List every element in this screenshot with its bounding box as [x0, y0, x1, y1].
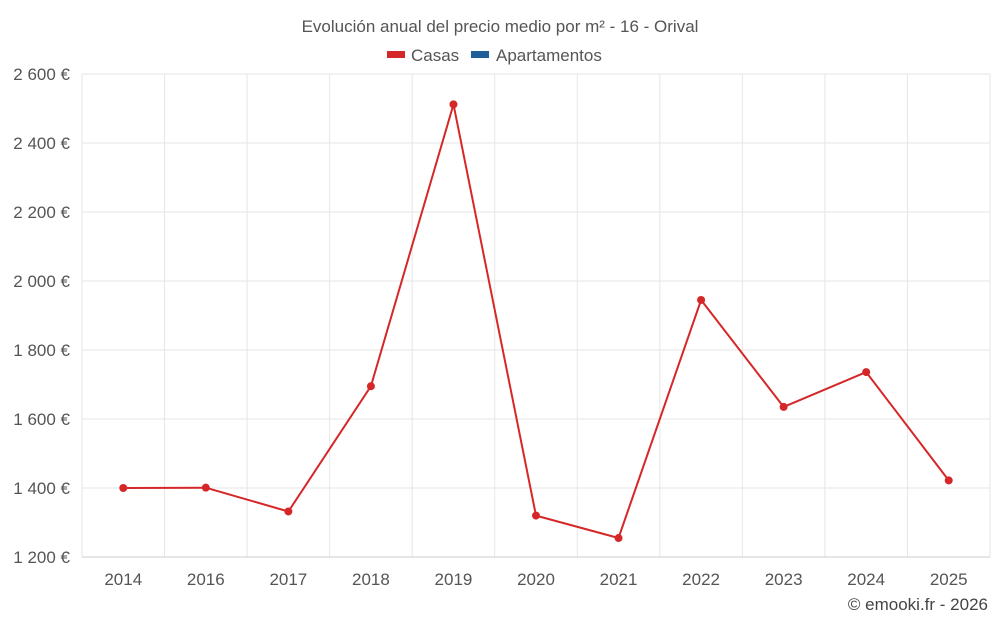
- x-tick-label: 2019: [435, 570, 473, 589]
- legend: Casas Apartamentos: [387, 46, 602, 65]
- data-point-casas-2020[interactable]: [532, 511, 540, 520]
- x-gridlines: [81, 74, 991, 557]
- legend-swatch-casas: [387, 51, 405, 58]
- data-point-casas-2024[interactable]: [862, 368, 871, 377]
- data-point-casas-2018[interactable]: [366, 382, 375, 391]
- data-point-casas-2021[interactable]: [614, 534, 623, 543]
- x-tick-label: 2024: [847, 570, 885, 589]
- x-axis-labels: 2014 2016 2017 2018 2019 2020 2021 2022 2023 2024…: [104, 570, 967, 589]
- y-axis-labels: 1 200 € 1 400 € 1 600 € 1 800 € 2 000 € 2 200…: [13, 65, 70, 567]
- x-tick-label: 2023: [765, 570, 803, 589]
- data-point-casas-2025[interactable]: [944, 476, 953, 485]
- legend-item-apartamentos[interactable]: Apartamentos: [471, 46, 602, 65]
- data-point-casas-2019[interactable]: [449, 100, 458, 109]
- data-point-casas-2014[interactable]: [119, 484, 128, 492]
- x-tick-label: 2017: [269, 570, 307, 589]
- x-tick-label: 2018: [352, 570, 390, 589]
- x-tick-label: 2021: [600, 570, 638, 589]
- series-casas: [119, 100, 953, 543]
- y-tick-label: 1 800 €: [13, 341, 70, 360]
- data-point-casas-2016[interactable]: [201, 483, 210, 492]
- x-tick-label: 2025: [930, 570, 968, 589]
- data-point-casas-2023[interactable]: [779, 402, 788, 411]
- credit: © emooki.fr - 2026: [848, 595, 988, 614]
- y-tick-label: 1 400 €: [13, 479, 70, 498]
- x-tick-label: 2014: [104, 570, 142, 589]
- y-tick-label: 1 600 €: [13, 410, 70, 429]
- y-tick-label: 2 600 €: [13, 65, 70, 84]
- y-gridlines: [82, 73, 990, 558]
- data-point-casas-2022[interactable]: [697, 295, 706, 304]
- x-tick-label: 2022: [682, 570, 720, 589]
- legend-item-casas[interactable]: Casas: [387, 46, 459, 65]
- legend-label-apartamentos: Apartamentos: [496, 46, 602, 65]
- y-tick-label: 2 400 €: [13, 134, 70, 153]
- x-tick-label: 2016: [187, 570, 225, 589]
- y-tick-label: 2 000 €: [13, 272, 70, 291]
- legend-swatch-apartamentos: [471, 51, 489, 58]
- legend-label-casas: Casas: [411, 46, 459, 65]
- x-tick-label: 2020: [517, 570, 555, 589]
- y-tick-label: 2 200 €: [13, 203, 70, 222]
- chart-title: Evolución anual del precio medio por m² …: [302, 17, 699, 36]
- data-point-casas-2017[interactable]: [284, 507, 293, 516]
- y-tick-label: 1 200 €: [13, 548, 70, 567]
